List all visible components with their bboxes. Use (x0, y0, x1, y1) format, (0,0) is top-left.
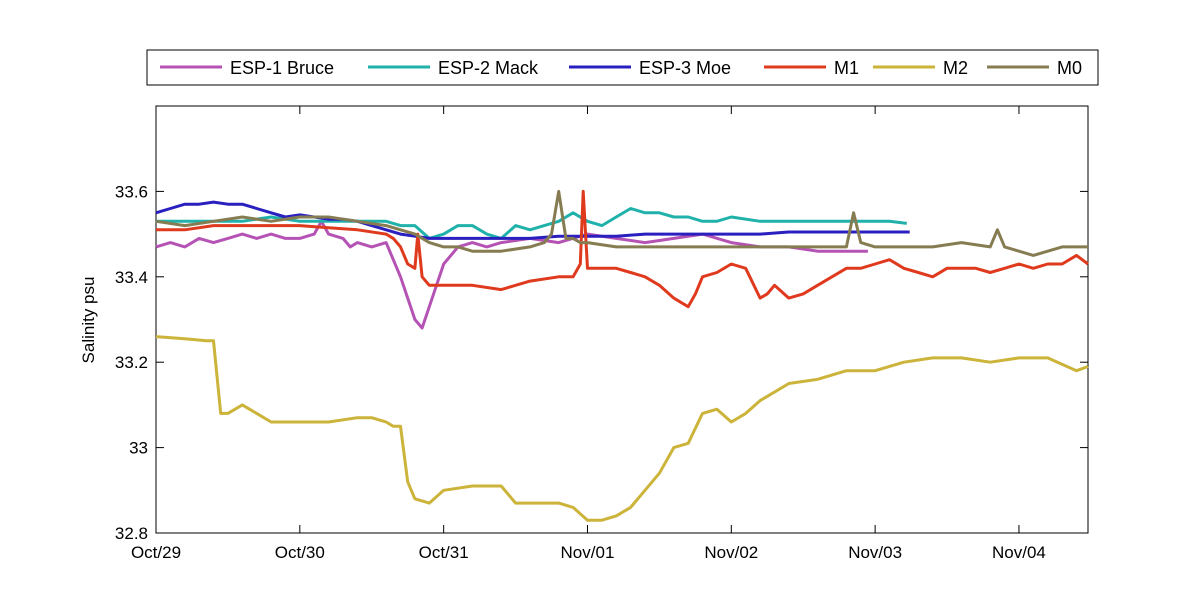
series-lines (155, 189, 1089, 522)
x-tick-label: Nov/02 (704, 543, 758, 562)
x-axis-ticks: Oct/29 Oct/30 Oct/31 Nov/01 Nov/02 Nov/03 Nov/… (131, 106, 1046, 562)
y-tick-label: 33.2 (115, 353, 148, 372)
plot-area: Oct/29 Oct/30 Oct/31 Nov/01 Nov/02 Nov/03 Nov/… (115, 105, 1089, 562)
series-line-0 (155, 219, 868, 330)
series-line-5 (155, 189, 1088, 257)
x-tick-label: Oct/29 (131, 543, 181, 562)
legend-label-1: ESP-2 Mack (438, 58, 539, 78)
y-axis-ticks: 32.8 33 33.2 33.4 33.6 (115, 182, 1088, 543)
y-tick-label: 33.6 (115, 182, 148, 201)
x-tick-label: Oct/30 (275, 543, 325, 562)
y-tick-label: 33 (129, 439, 148, 458)
x-tick-label: Nov/03 (848, 543, 902, 562)
series-line-4 (155, 335, 1089, 522)
legend-label-2: ESP-3 Moe (639, 58, 731, 78)
legend: ESP-1 Bruce ESP-2 Mack ESP-3 Moe M1 M2 M0 (146, 49, 1099, 86)
x-tick-label: Nov/04 (992, 543, 1046, 562)
legend-label-0: ESP-1 Bruce (230, 58, 334, 78)
series-line-1 (156, 207, 907, 240)
plot-frame (155, 105, 1089, 534)
x-tick-label: Oct/31 (419, 543, 469, 562)
y-tick-label: 33.4 (115, 268, 148, 287)
legend-label-3: M1 (834, 58, 859, 78)
x-tick-label: Nov/01 (561, 543, 615, 562)
y-axis-label: Salinity psu (79, 277, 98, 364)
legend-label-5: M0 (1057, 58, 1082, 78)
series-line-3 (156, 189, 1089, 309)
y-tick-label: 32.8 (115, 524, 148, 543)
legend-label-4: M2 (943, 58, 968, 78)
